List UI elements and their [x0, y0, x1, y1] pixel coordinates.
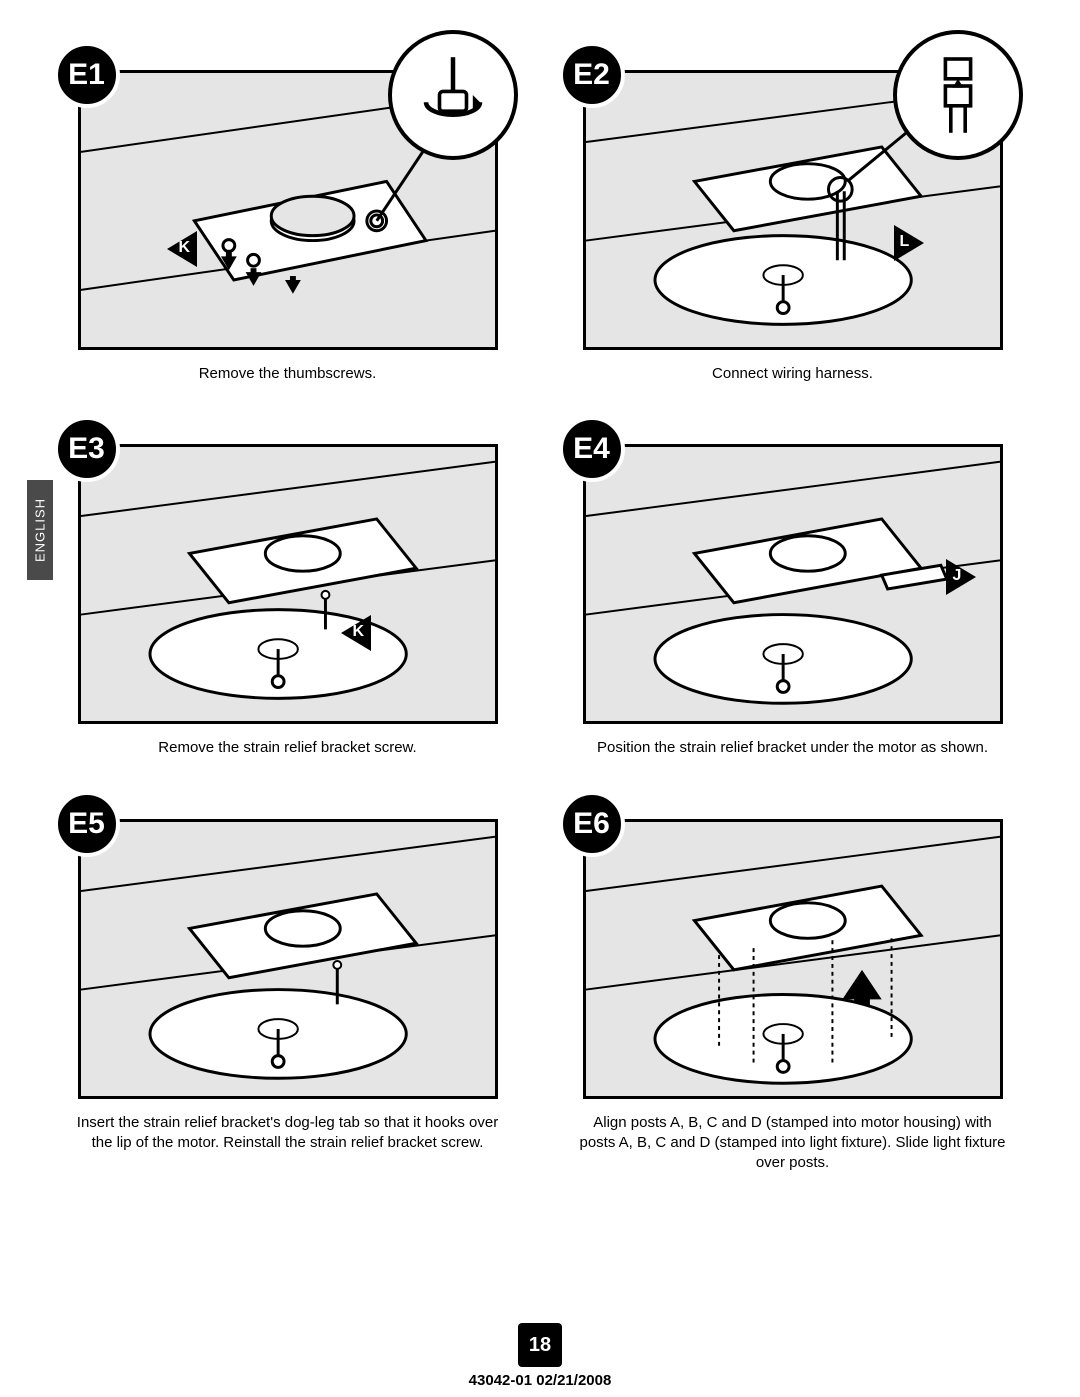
- illustration-panel: K: [78, 444, 498, 724]
- step-badge: E6: [559, 791, 625, 857]
- step-caption: Insert the strain relief bracket's dog-l…: [73, 1113, 503, 1154]
- inset-detail-circle: [388, 30, 518, 160]
- step-badge: E5: [54, 791, 120, 857]
- step-e4: E4: [565, 444, 1020, 758]
- callout-letter: K: [353, 623, 365, 641]
- inset-detail-circle: [893, 30, 1023, 160]
- step-e1: E1: [60, 70, 515, 384]
- step-e6: E6: [565, 819, 1020, 1174]
- callout-letter: L: [900, 233, 910, 251]
- callout-letter: J: [953, 567, 962, 585]
- step-caption: Remove the thumbscrews.: [199, 364, 377, 384]
- step-badge: E1: [54, 42, 120, 108]
- illustration-panel: [583, 819, 1003, 1099]
- thumbscrew-turn-icon: [408, 50, 498, 140]
- illustration-panel: [78, 819, 498, 1099]
- page-number-badge: 18: [518, 1323, 562, 1367]
- step-caption: Align posts A, B, C and D (stamped into …: [578, 1113, 1008, 1174]
- step-e5: E5: [60, 819, 515, 1174]
- footer-doc-id: 43042-01 02/21/2008: [469, 1372, 612, 1389]
- illustration-panel: J: [583, 444, 1003, 724]
- step-badge: E4: [559, 416, 625, 482]
- callout-letter: K: [179, 239, 191, 257]
- step-caption: Position the strain relief bracket under…: [597, 738, 988, 758]
- instruction-page: E1: [0, 0, 1080, 1213]
- step-caption: Remove the strain relief bracket screw.: [158, 738, 416, 758]
- step-badge: E2: [559, 42, 625, 108]
- step-caption: Connect wiring harness.: [712, 364, 873, 384]
- connector-plug-icon: [913, 50, 1003, 140]
- step-e2: E2: [565, 70, 1020, 384]
- step-e3: E3: [60, 444, 515, 758]
- steps-grid: E1: [60, 70, 1020, 1173]
- step-badge: E3: [54, 416, 120, 482]
